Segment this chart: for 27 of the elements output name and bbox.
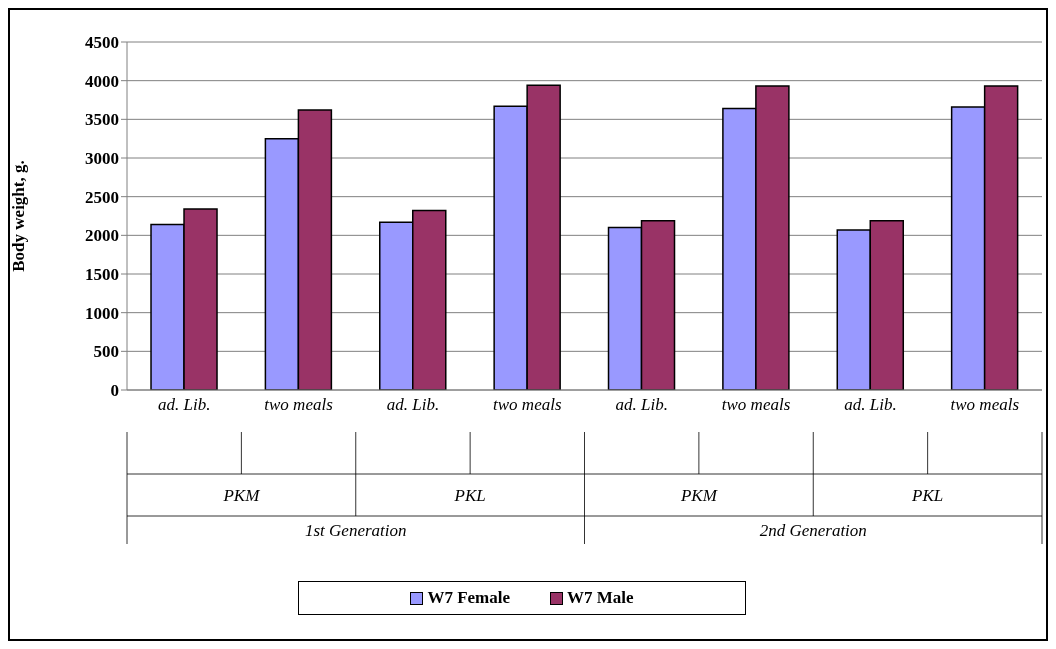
y-tick-label: 4500 <box>85 33 119 53</box>
y-tick-label: 1000 <box>85 303 119 323</box>
y-tick-label: 2000 <box>85 226 119 246</box>
y-axis-title: Body weight, g. <box>9 160 29 272</box>
text: 1st Generation <box>304 521 407 540</box>
y-tick-label: 3500 <box>85 110 119 130</box>
x-tick-label: two meals <box>721 395 791 415</box>
y-tick-label: 3000 <box>85 149 119 169</box>
x-tick-label: ad. Lib. <box>844 395 897 415</box>
x-tick-label: two meals <box>493 395 562 415</box>
text: PKL <box>453 486 486 505</box>
y-tick-label: 0 <box>110 381 119 401</box>
x-tick-label: ad. Lib. <box>615 395 668 415</box>
text: PKM <box>679 486 718 505</box>
x-tick-label: ad. Lib. <box>157 395 211 415</box>
y-tick-label: 2500 <box>85 187 119 207</box>
text: 2nd Generation <box>759 521 867 540</box>
y-tick-label: 1500 <box>85 265 119 285</box>
text: PKL <box>911 486 944 505</box>
y-tick-label: 500 <box>93 342 119 362</box>
x-tick-label: ad. Lib. <box>386 395 440 415</box>
legend-label: W7 Male <box>566 588 634 608</box>
x-tick-label: two meals <box>950 395 1020 415</box>
legend-label: W7 Female <box>426 588 511 608</box>
y-tick-label: 4000 <box>85 71 119 91</box>
text: PKM <box>222 486 261 505</box>
x-tick-label: two meals <box>264 395 334 415</box>
